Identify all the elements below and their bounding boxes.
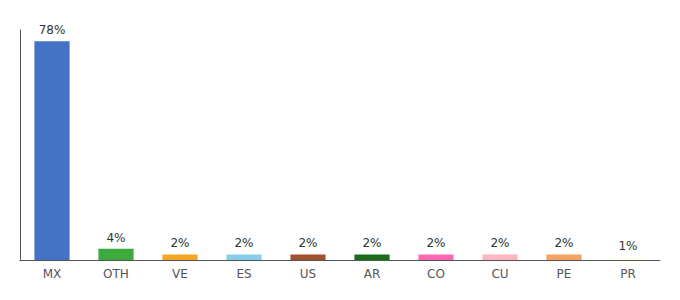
svg-text:AR: AR: [364, 267, 381, 281]
svg-text:2%: 2%: [426, 236, 445, 250]
svg-text:CO: CO: [427, 267, 445, 281]
svg-text:ES: ES: [236, 267, 251, 281]
svg-text:PE: PE: [557, 267, 572, 281]
svg-text:PR: PR: [620, 267, 636, 281]
svg-text:OTH: OTH: [103, 267, 129, 281]
svg-text:2%: 2%: [298, 236, 317, 250]
svg-text:VE: VE: [172, 267, 188, 281]
svg-text:2%: 2%: [490, 236, 509, 250]
svg-text:MX: MX: [43, 267, 62, 281]
svg-text:2%: 2%: [234, 236, 253, 250]
svg-text:2%: 2%: [362, 236, 381, 250]
svg-text:2%: 2%: [170, 236, 189, 250]
svg-text:4%: 4%: [106, 231, 125, 245]
svg-text:78%: 78%: [39, 23, 66, 37]
svg-text:CU: CU: [491, 267, 508, 281]
svg-text:2%: 2%: [554, 236, 573, 250]
svg-text:US: US: [300, 267, 316, 281]
svg-text:1%: 1%: [618, 239, 637, 253]
